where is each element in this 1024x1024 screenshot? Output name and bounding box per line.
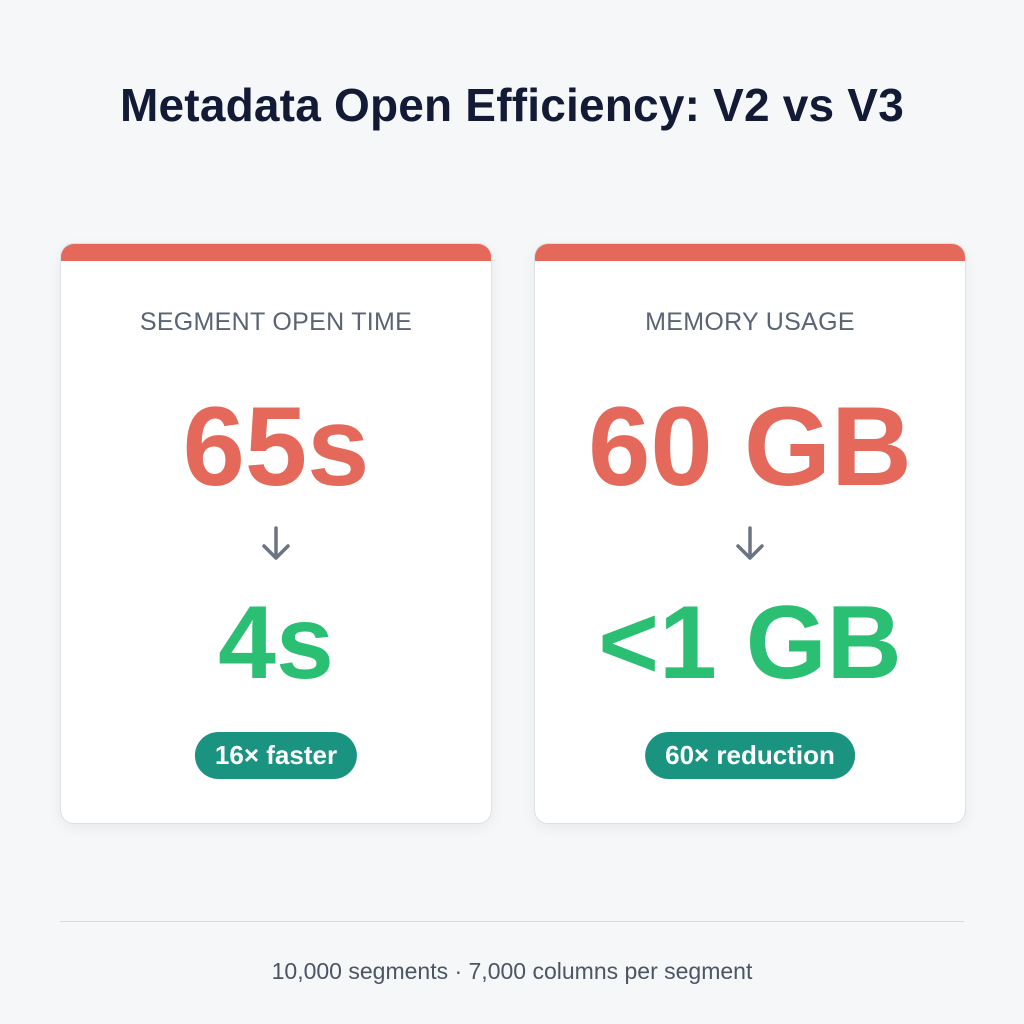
divider <box>60 921 964 922</box>
card-memory-usage: MEMORY USAGE 60 GB <1 GB 60× reduction <box>534 243 966 824</box>
card-accent-bar <box>61 244 491 261</box>
card-label: SEGMENT OPEN TIME <box>139 308 413 336</box>
card-accent-bar <box>535 244 965 261</box>
after-value: <1 GB <box>598 585 902 701</box>
after-value: 4s <box>218 585 334 701</box>
arrow-down-icon <box>262 526 290 560</box>
card-segment-open-time: SEGMENT OPEN TIME 65s 4s 16× faster <box>60 243 492 824</box>
improvement-badge: 16× faster <box>194 732 358 779</box>
before-value: 60 GB <box>588 384 912 509</box>
card-label: MEMORY USAGE <box>645 308 855 336</box>
arrow-down-icon <box>736 526 764 560</box>
footer-note: 10,000 segments · 7,000 columns per segm… <box>271 958 753 984</box>
improvement-badge: 60× reduction <box>645 732 855 779</box>
before-value: 65s <box>182 384 370 509</box>
page-title: Metadata Open Efficiency: V2 vs V3 <box>120 79 904 131</box>
